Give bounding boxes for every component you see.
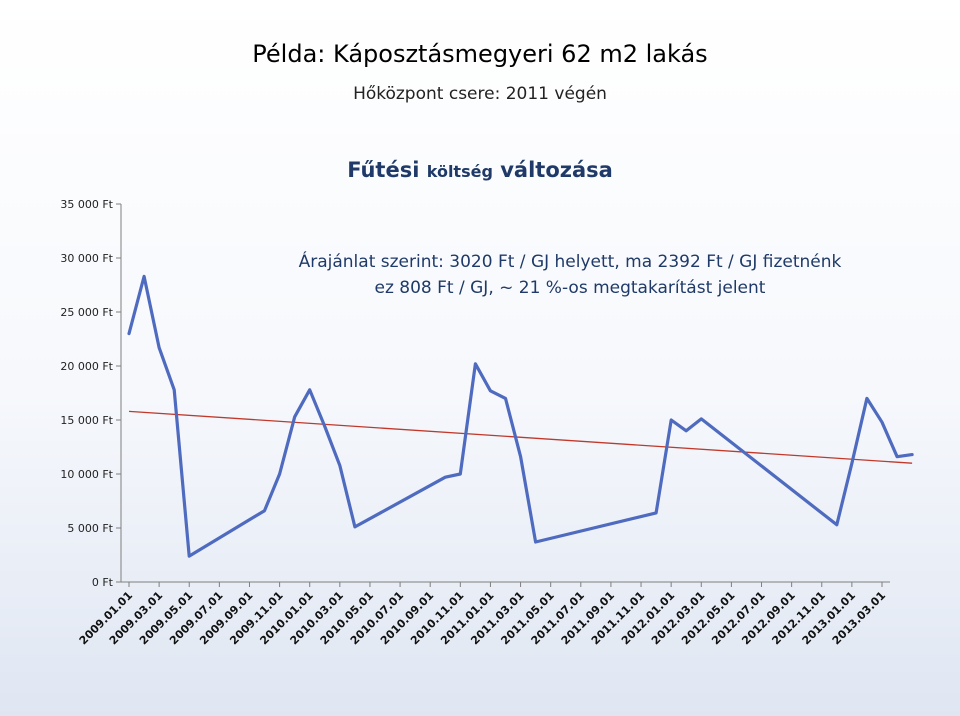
chart-title-part3: változása [500, 158, 613, 182]
page-subtitle: Hőközpont csere: 2011 végén [353, 84, 607, 104]
y-tick-label: 25 000 Ft [60, 306, 113, 319]
chart-title-part1: Fűtési [347, 158, 420, 182]
chart-title-part2: költség [426, 162, 493, 181]
trend-line [128, 410, 913, 464]
y-tick-label: 5 000 Ft [67, 522, 113, 535]
y-tick-label: 0 Ft [92, 576, 114, 589]
y-tick-label: 30 000 Ft [60, 252, 113, 265]
annotation-line-2: ez 808 Ft / GJ, ~ 21 %-os megtakarítást … [374, 278, 766, 298]
x-tick-label: 2013.03.01 [830, 589, 888, 647]
series-line [127, 274, 914, 558]
y-tick-label: 10 000 Ft [60, 468, 113, 481]
chart-title: Fűtési költség változása [0, 158, 960, 182]
y-tick-label: 35 000 Ft [60, 198, 113, 211]
annotation-line-1: Árajánlat szerint: 3020 Ft / GJ helyett,… [298, 252, 842, 272]
y-tick-label: 20 000 Ft [60, 360, 113, 373]
page-title: Példa: Káposztásmegyeri 62 m2 lakás [252, 40, 708, 68]
y-tick-label: 15 000 Ft [60, 414, 113, 427]
